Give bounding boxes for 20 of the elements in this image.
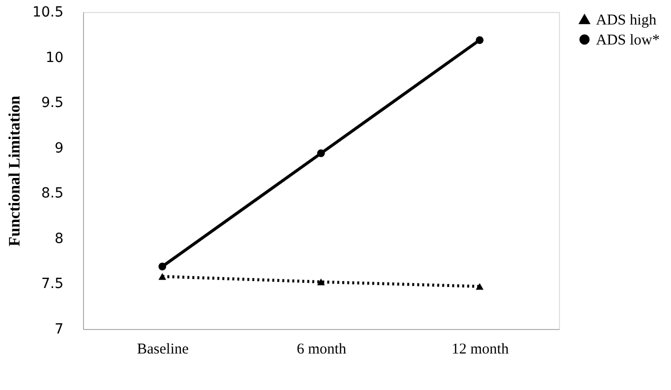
legend-label: ADS low* (596, 32, 660, 48)
point (317, 149, 325, 158)
point (158, 273, 166, 280)
y-tick-label: 8.5 (41, 186, 64, 202)
point (317, 278, 325, 286)
point (158, 262, 166, 270)
y-tick-label: 7 (54, 322, 64, 338)
y-tick-label: 9 (54, 140, 64, 156)
y-tick-label: 10.5 (32, 4, 64, 20)
y-tick-label: 10 (46, 50, 64, 66)
point (476, 36, 484, 44)
y-tick-label: 9.5 (41, 95, 64, 112)
x-tick-label: 12 month (452, 342, 510, 358)
x-tick-label: Baseline (137, 342, 189, 358)
y-tick-label: 7.5 (41, 276, 64, 292)
point (476, 283, 484, 290)
y-tick-label: 8 (54, 230, 64, 247)
legend-label: ADS high (596, 12, 657, 28)
y-axis-title: Functional Limitation (6, 96, 24, 246)
x-tick-label: 6 month (296, 342, 347, 358)
